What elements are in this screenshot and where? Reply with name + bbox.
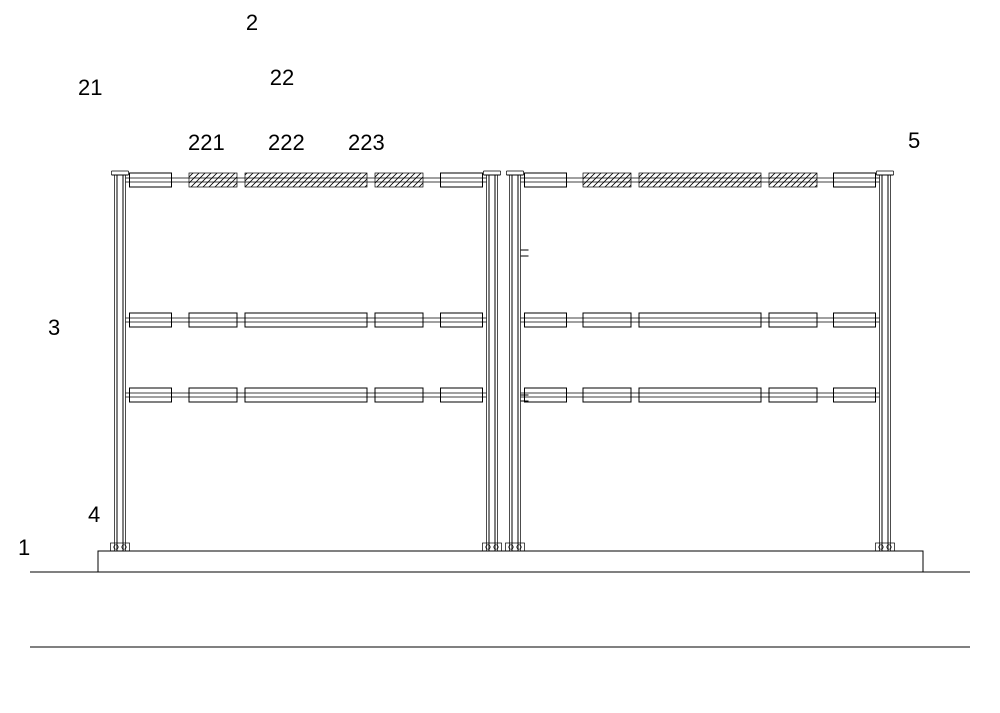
svg-text:1: 1 (18, 535, 30, 560)
svg-text:21: 21 (78, 75, 102, 100)
svg-text:3: 3 (48, 315, 60, 340)
svg-text:5: 5 (908, 128, 920, 153)
svg-text:2: 2 (246, 10, 258, 35)
svg-text:222: 222 (268, 130, 305, 155)
svg-text:4: 4 (88, 502, 100, 527)
svg-text:22: 22 (270, 65, 294, 90)
svg-text:221: 221 (188, 130, 225, 155)
engineering-diagram: 143521221222223222 (0, 0, 1000, 713)
svg-text:223: 223 (348, 130, 385, 155)
